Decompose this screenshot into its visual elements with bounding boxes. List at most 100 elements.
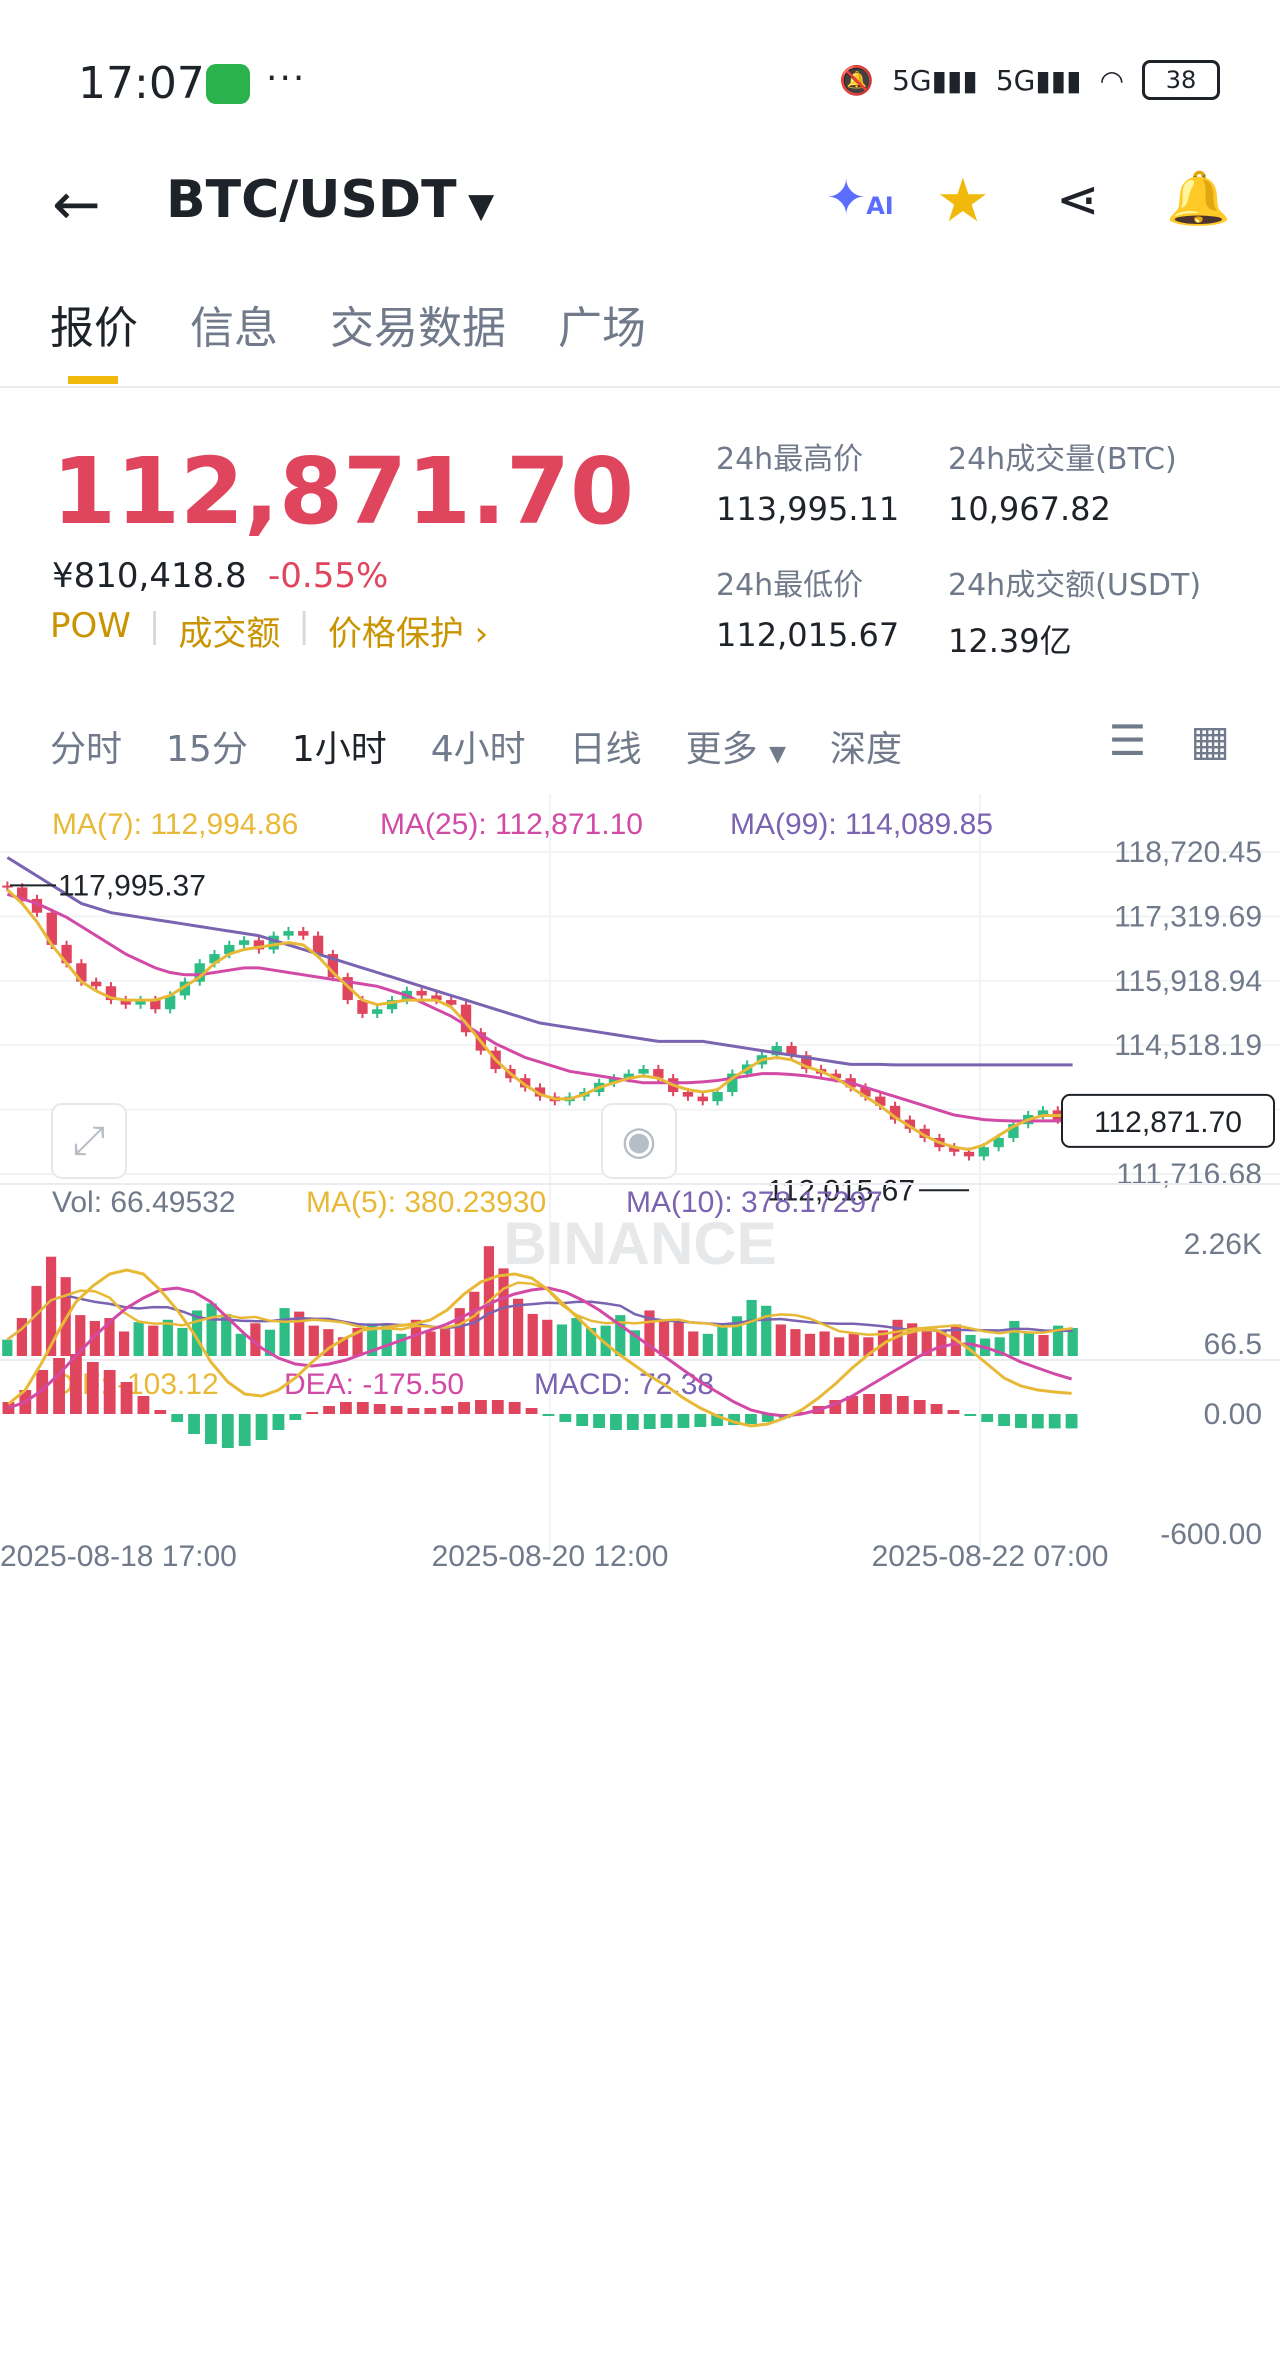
pair-dropdown-icon[interactable]: ▼ xyxy=(468,186,495,226)
signal-5g-icon: 5G▮▮▮ xyxy=(892,63,978,97)
volume-bar xyxy=(1009,1320,1020,1356)
candle xyxy=(342,977,353,1001)
volume-bar xyxy=(907,1323,918,1356)
mute-bell-icon: 🔕 xyxy=(839,63,875,97)
ma7-line xyxy=(6,888,1073,1152)
volume-bar xyxy=(118,1331,130,1356)
candle xyxy=(534,1087,546,1097)
volume-bar xyxy=(615,1315,626,1356)
volume-ma5-line xyxy=(6,1281,1073,1341)
macd-bar xyxy=(880,1394,892,1414)
macd-bar xyxy=(593,1414,605,1428)
macd-bar xyxy=(610,1414,622,1430)
interval-1d[interactable]: 日线 xyxy=(569,729,642,770)
tab-quote[interactable]: 报价 xyxy=(50,303,138,354)
tab-trading-data[interactable]: 交易数据 xyxy=(330,303,506,354)
volume-bar xyxy=(133,1322,144,1356)
macd-bar xyxy=(964,1414,977,1416)
interval-4h[interactable]: 4小时 xyxy=(430,729,526,770)
ma25-line xyxy=(6,892,1073,1123)
macd-bar xyxy=(154,1410,167,1414)
tag-turnover[interactable]: 成交额 xyxy=(178,614,281,654)
candle xyxy=(209,954,220,964)
active-tab-indicator xyxy=(68,376,118,384)
macd-bar xyxy=(1065,1414,1078,1429)
macd-bar xyxy=(103,1370,116,1414)
expand-icon[interactable]: ⤢ xyxy=(51,1103,127,1179)
interval-more[interactable]: 更多 ▼ xyxy=(685,729,787,770)
volume-bar xyxy=(294,1311,305,1356)
alert-bell-icon[interactable]: 🔔 xyxy=(1166,169,1231,229)
volume-bar xyxy=(1038,1334,1049,1356)
candle xyxy=(298,931,309,936)
watermark: BINANCE xyxy=(503,1210,776,1277)
macd-bar xyxy=(356,1402,369,1414)
macd-bar xyxy=(711,1414,724,1426)
share-icon[interactable]: ⋖ xyxy=(1056,170,1100,230)
volume-bar xyxy=(250,1323,261,1356)
macd-bar xyxy=(930,1404,943,1414)
layout-grid-icon[interactable]: ▦ xyxy=(1190,716,1230,765)
candle xyxy=(727,1073,738,1093)
volume-bar xyxy=(425,1331,436,1356)
candle xyxy=(327,954,339,978)
interval-15m[interactable]: 15分 xyxy=(166,729,248,770)
macd-bar xyxy=(441,1406,454,1414)
volume-bar xyxy=(308,1325,319,1356)
tag-row: POW | 成交额 | 价格保护 › xyxy=(50,606,489,654)
volume-bar xyxy=(89,1320,100,1356)
candle xyxy=(416,990,427,996)
volume-bar xyxy=(16,1318,27,1356)
candle xyxy=(830,1073,842,1079)
candle xyxy=(31,898,43,913)
macd-bar xyxy=(913,1400,926,1414)
tab-info[interactable]: 信息 xyxy=(190,303,278,354)
indicator-settings-icon[interactable]: ☰ xyxy=(1108,716,1147,765)
volume-bar xyxy=(921,1327,932,1356)
volume-bar xyxy=(177,1327,188,1356)
volume-bar xyxy=(1023,1331,1035,1356)
ai-icon[interactable]: ✦AI xyxy=(826,170,894,226)
volume-bar xyxy=(556,1324,567,1356)
cny-price: ¥810,418.8 xyxy=(52,556,247,596)
tag-price-protection[interactable]: 价格保护 › xyxy=(327,614,489,654)
candle xyxy=(150,1000,161,1010)
interval-depth[interactable]: 深度 xyxy=(830,729,903,770)
volume-bar xyxy=(148,1325,159,1356)
back-arrow-icon[interactable]: ← xyxy=(52,170,101,238)
favorite-star-icon[interactable]: ★ xyxy=(936,166,990,236)
x-label: 2025-08-18 17:00 xyxy=(0,1540,237,1573)
wechat-icon xyxy=(206,64,250,104)
volume-bar xyxy=(761,1305,772,1356)
pair-title[interactable]: BTC/USDT xyxy=(166,170,457,230)
candle xyxy=(312,935,324,955)
tab-square[interactable]: 广场 xyxy=(558,303,646,354)
candle xyxy=(61,944,72,964)
macd-bar xyxy=(829,1400,842,1414)
candle xyxy=(875,1096,886,1106)
candle xyxy=(682,1092,694,1097)
eye-icon[interactable]: ◉ xyxy=(601,1103,677,1179)
ma99-legend: MA(99): 114,089.85 xyxy=(730,808,993,841)
svg-text:⤢: ⤢ xyxy=(73,1119,105,1163)
interval-1h[interactable]: 1小时 xyxy=(291,729,387,770)
interval-time[interactable]: 分时 xyxy=(50,729,123,770)
volume-bar xyxy=(410,1319,422,1356)
macd-bar xyxy=(306,1412,319,1414)
stat-24h-volume: 24h成交量(BTC) 10,967.82 xyxy=(948,434,1177,528)
macd-bar xyxy=(86,1362,99,1414)
candle xyxy=(179,981,191,996)
macd-bar xyxy=(205,1414,217,1444)
signal-5g-icon-2: 5G▮▮▮ xyxy=(995,63,1082,97)
candle xyxy=(372,1009,383,1014)
volume-bar xyxy=(104,1318,115,1356)
candle xyxy=(105,986,117,1001)
x-label: 2025-08-20 12:00 xyxy=(432,1540,669,1573)
macd-bar xyxy=(508,1402,521,1414)
candle xyxy=(1008,1124,1019,1138)
kline-chart[interactable]: BINANCE MA(7): 112,994.86 MA(25): 112,87… xyxy=(0,794,1280,2356)
candle xyxy=(2,885,13,888)
candle xyxy=(194,963,205,982)
candle xyxy=(653,1069,664,1079)
tag-pow[interactable]: POW xyxy=(50,606,131,646)
